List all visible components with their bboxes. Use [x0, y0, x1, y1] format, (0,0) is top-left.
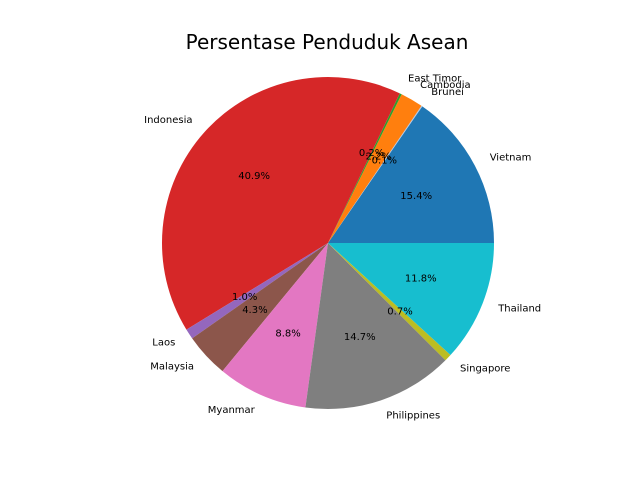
slice-label-indonesia: Indonesia — [144, 115, 192, 126]
pie-slice-east-timor — [328, 93, 402, 243]
pie-slices — [161, 77, 494, 410]
pie-slice-cambodia — [328, 94, 422, 244]
slice-label-philippines: Philippines — [386, 411, 440, 422]
slice-percent-indonesia: 40.9% — [238, 171, 270, 182]
pie-labels: Vietnam 15.4% Brunei 0.1% Cambodia 2.2% East T… — [144, 73, 541, 421]
pie-slice-indonesia — [161, 77, 400, 330]
slice-percent-vietnam: 15.4% — [400, 191, 432, 202]
slice-percent-brunei: 0.1% — [372, 155, 397, 166]
pie-slice-singapore — [328, 243, 451, 361]
slice-label-east-timor: East Timor — [408, 73, 462, 84]
pie-slice-myanmar — [222, 243, 328, 408]
slice-label-vietnam: Vietnam — [490, 153, 532, 164]
slice-label-cambodia: Cambodia — [420, 80, 471, 91]
slice-percent-laos: 1.0% — [232, 292, 257, 303]
pie-slice-thailand — [328, 243, 494, 356]
chart-title: Persentase Penduduk Asean — [186, 30, 469, 54]
pie-slice-philippines — [305, 243, 446, 410]
pie-slice-laos — [186, 243, 328, 339]
pie-slice-vietnam — [328, 106, 494, 243]
slice-label-brunei: Brunei — [431, 87, 464, 98]
slice-percent-philippines: 14.7% — [344, 332, 376, 343]
slice-percent-east-timor: 0.2% — [359, 148, 384, 159]
slice-percent-thailand: 11.8% — [405, 274, 437, 285]
slice-percent-malaysia: 4.3% — [242, 305, 267, 316]
slice-label-laos: Laos — [152, 338, 175, 349]
slice-percent-cambodia: 2.2% — [366, 152, 391, 163]
slice-label-thailand: Thailand — [497, 304, 541, 315]
pie-slice-brunei — [328, 105, 423, 243]
slice-percent-myanmar: 8.8% — [275, 329, 300, 340]
slice-label-singapore: Singapore — [460, 364, 510, 375]
slice-percent-singapore: 0.7% — [387, 306, 412, 317]
slice-label-malaysia: Malaysia — [150, 362, 194, 373]
pie-slice-malaysia — [192, 243, 328, 372]
slice-label-myanmar: Myanmar — [208, 405, 256, 416]
